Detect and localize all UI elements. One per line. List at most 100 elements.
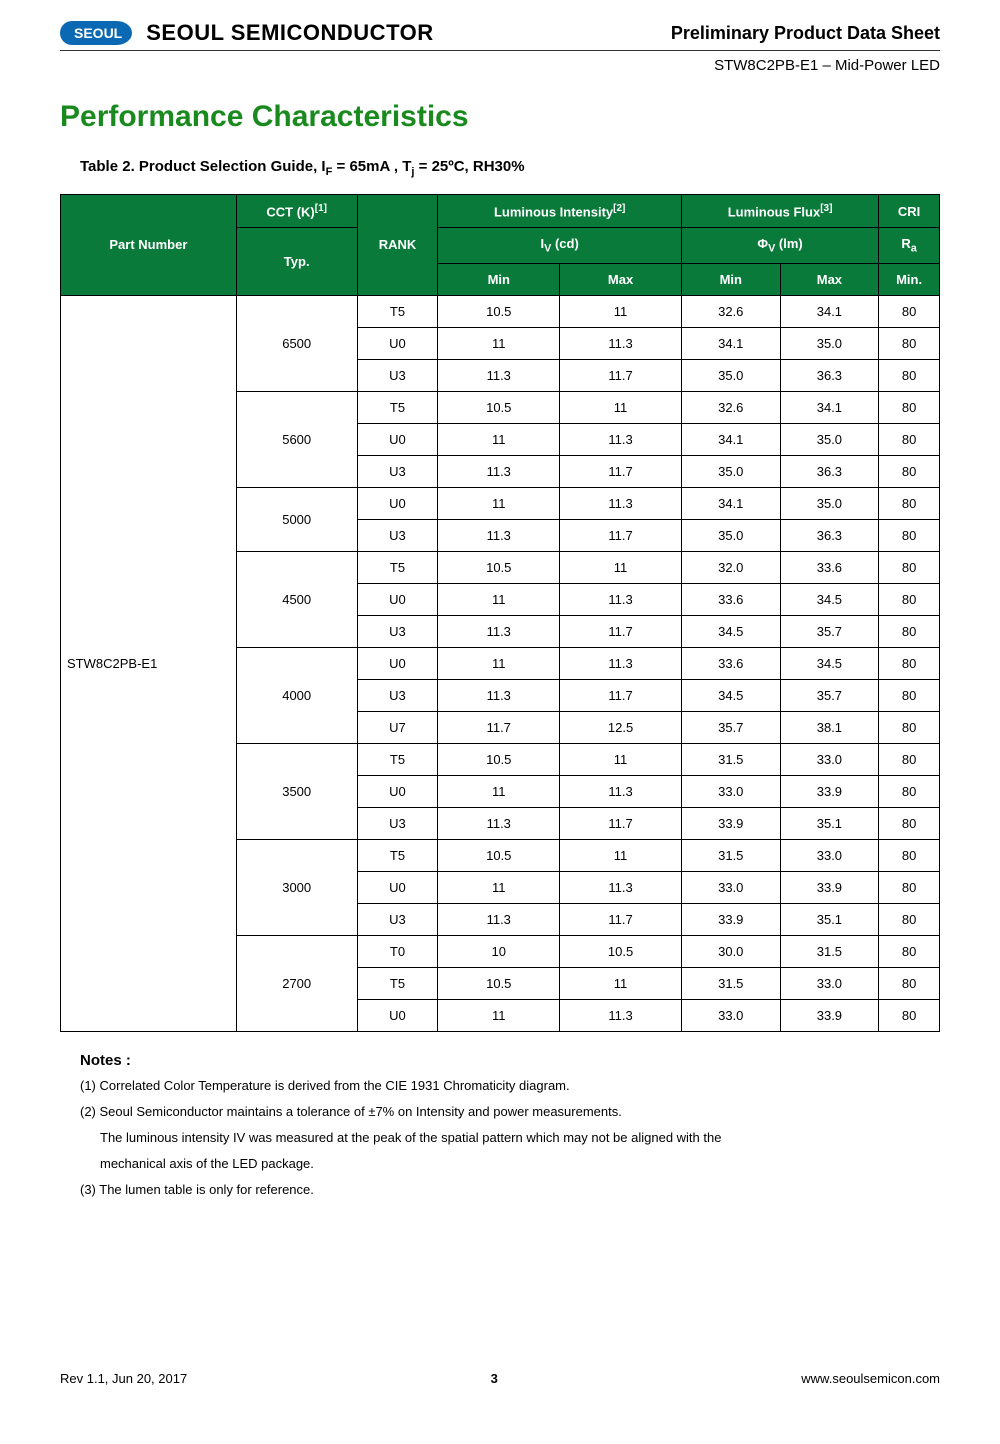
cell-cri: 80 [879, 359, 940, 391]
cell-cri: 80 [879, 999, 940, 1031]
col-ra: Ra [879, 228, 940, 264]
cell-cct: 6500 [236, 295, 357, 391]
cell-fmax: 34.5 [780, 583, 879, 615]
page-header: SEOUL SEOUL SEMICONDUCTOR Preliminary Pr… [60, 20, 940, 51]
cell-imax: 11.3 [560, 871, 682, 903]
cell-fmin: 34.1 [681, 487, 780, 519]
note-2b: The luminous intensity IV was measured a… [100, 1127, 940, 1149]
cell-cri: 80 [879, 487, 940, 519]
cell-fmax: 35.1 [780, 903, 879, 935]
cell-imax: 11.3 [560, 999, 682, 1031]
cell-imin: 11.3 [438, 903, 560, 935]
cell-fmin: 33.6 [681, 583, 780, 615]
cell-fmin: 33.9 [681, 807, 780, 839]
cell-fmax: 33.6 [780, 551, 879, 583]
cell-fmin: 31.5 [681, 967, 780, 999]
cell-rank: U3 [357, 519, 438, 551]
cell-fmin: 30.0 [681, 935, 780, 967]
cell-fmin: 33.6 [681, 647, 780, 679]
table-caption: Table 2. Product Selection Guide, IF = 6… [80, 158, 940, 178]
cell-imin: 11 [438, 999, 560, 1031]
selection-guide-table: Part Number CCT (K)[1] RANK Luminous Int… [60, 194, 940, 1032]
cell-fmin: 35.0 [681, 455, 780, 487]
cell-rank: T0 [357, 935, 438, 967]
cell-fmax: 33.9 [780, 999, 879, 1031]
cell-rank: U0 [357, 999, 438, 1031]
cell-rank: U0 [357, 487, 438, 519]
cell-imax: 11.3 [560, 583, 682, 615]
cell-cri: 80 [879, 391, 940, 423]
cell-cri: 80 [879, 967, 940, 999]
cell-fmax: 36.3 [780, 455, 879, 487]
cell-imax: 11.3 [560, 327, 682, 359]
cell-part-number: STW8C2PB-E1 [61, 295, 237, 1031]
note-2: (2) Seoul Semiconductor maintains a tole… [80, 1101, 940, 1123]
cell-rank: U3 [357, 807, 438, 839]
cell-cri: 80 [879, 935, 940, 967]
cell-cri: 80 [879, 775, 940, 807]
cell-cri: 80 [879, 583, 940, 615]
cell-imax: 10.5 [560, 935, 682, 967]
cell-fmax: 38.1 [780, 711, 879, 743]
cell-fmax: 36.3 [780, 359, 879, 391]
col-part-number: Part Number [61, 195, 237, 296]
cell-imin: 11 [438, 583, 560, 615]
cell-imin: 11 [438, 871, 560, 903]
cell-imin: 10.5 [438, 551, 560, 583]
cell-cct: 5600 [236, 391, 357, 487]
caption-part1: Table 2. Product Selection Guide, I [80, 158, 326, 175]
cell-rank: T5 [357, 295, 438, 327]
cell-fmax: 34.1 [780, 391, 879, 423]
cell-imax: 11.7 [560, 903, 682, 935]
cell-rank: U3 [357, 679, 438, 711]
cell-imin: 11.3 [438, 807, 560, 839]
note-1: (1) Correlated Color Temperature is deri… [80, 1075, 940, 1097]
col-flux-max: Max [780, 263, 879, 295]
cell-imin: 11 [438, 423, 560, 455]
cell-fmax: 33.0 [780, 839, 879, 871]
cell-imax: 11.7 [560, 359, 682, 391]
cell-fmax: 31.5 [780, 935, 879, 967]
cell-cri: 80 [879, 807, 940, 839]
cell-imin: 11 [438, 487, 560, 519]
col-int-min: Min [438, 263, 560, 295]
cell-rank: T5 [357, 743, 438, 775]
cell-cri: 80 [879, 615, 940, 647]
col-lum-int: Luminous Intensity[2] [438, 195, 682, 228]
cell-fmin: 34.1 [681, 423, 780, 455]
cell-rank: T5 [357, 551, 438, 583]
caption-mid: = 65mA , T [332, 158, 411, 175]
cell-imin: 10.5 [438, 967, 560, 999]
cell-cri: 80 [879, 519, 940, 551]
cell-imin: 11 [438, 775, 560, 807]
col-rank: RANK [357, 195, 438, 296]
cell-cri: 80 [879, 743, 940, 775]
cell-rank: T5 [357, 839, 438, 871]
cell-rank: U3 [357, 615, 438, 647]
cell-fmax: 34.1 [780, 295, 879, 327]
brand: SEOUL SEOUL SEMICONDUCTOR [60, 20, 434, 46]
cell-fmax: 33.9 [780, 871, 879, 903]
cell-imin: 11.3 [438, 615, 560, 647]
cell-fmax: 35.0 [780, 423, 879, 455]
cell-rank: U0 [357, 647, 438, 679]
cell-fmax: 33.9 [780, 775, 879, 807]
cell-imax: 11.3 [560, 647, 682, 679]
col-cri: CRI [879, 195, 940, 228]
col-flux-min: Min [681, 263, 780, 295]
cell-rank: U0 [357, 583, 438, 615]
cell-fmax: 35.7 [780, 615, 879, 647]
product-line: STW8C2PB-E1 – Mid-Power LED [60, 57, 940, 74]
cell-imin: 11.7 [438, 711, 560, 743]
cell-fmin: 35.0 [681, 359, 780, 391]
cell-cri: 80 [879, 871, 940, 903]
note-3: (3) The lumen table is only for referenc… [80, 1179, 940, 1201]
cell-rank: U0 [357, 423, 438, 455]
cell-imax: 11 [560, 967, 682, 999]
page-footer: Rev 1.1, Jun 20, 2017 3 www.seoulsemicon… [60, 1371, 940, 1386]
cell-cct: 3000 [236, 839, 357, 935]
cell-imin: 11.3 [438, 679, 560, 711]
cell-rank: T5 [357, 391, 438, 423]
cell-imax: 11.3 [560, 487, 682, 519]
cell-fmin: 33.0 [681, 999, 780, 1031]
